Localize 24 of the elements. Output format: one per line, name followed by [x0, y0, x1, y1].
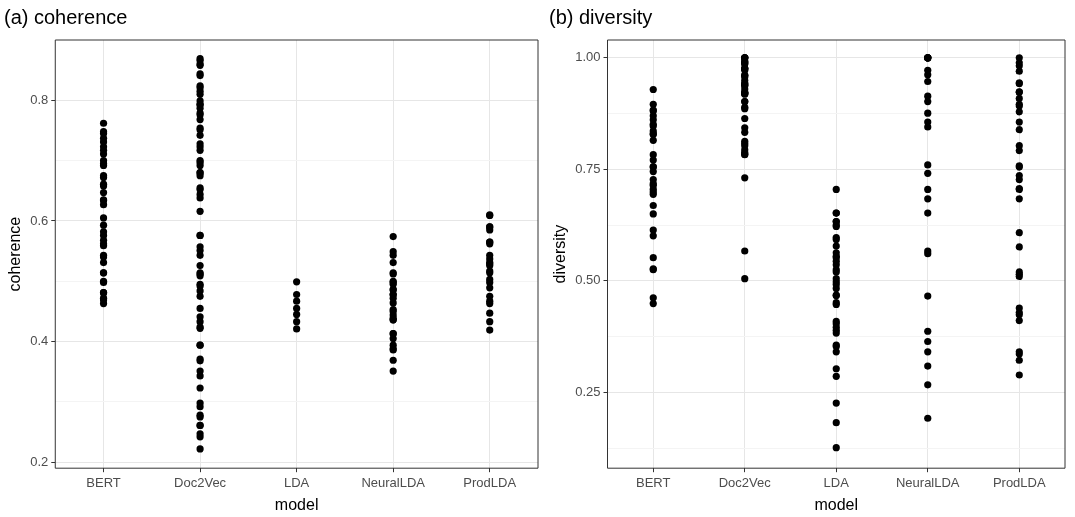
x-tick-label: NeuralLDA	[361, 474, 426, 490]
x-tick-label: BERT	[636, 474, 671, 490]
y-tick-label: 0.8	[30, 91, 49, 107]
y-tick-label: 0.75	[575, 160, 601, 176]
y-tick-label: 0.4	[30, 333, 49, 349]
y-tick-label: 0.2	[30, 453, 49, 469]
chart-title: (b) diversity	[549, 5, 653, 28]
x-tick-label: ProdLDA	[463, 474, 517, 490]
chart-title: (a) coherence	[4, 5, 128, 28]
x-tick-label: LDA	[283, 474, 310, 490]
y-tick-label: 0.25	[575, 383, 601, 399]
x-tick-label: ProdLDA	[992, 474, 1046, 490]
y-axis-title: coherence	[6, 216, 24, 292]
x-axis-title: model	[274, 495, 319, 513]
x-tick-label: BERT	[86, 474, 121, 490]
y-tick-label: 0.50	[575, 272, 601, 288]
y-tick-label: 0.6	[30, 212, 49, 228]
x-tick-label: LDA	[823, 474, 850, 490]
x-tick-label: Doc2Vec	[718, 474, 772, 490]
y-tick-label: 1.00	[575, 49, 601, 65]
x-tick-label: Doc2Vec	[174, 474, 227, 490]
y-axis-title: diversity	[551, 224, 569, 284]
x-tick-label: NeuralLDA	[895, 474, 960, 490]
x-axis-title: model	[814, 495, 859, 513]
